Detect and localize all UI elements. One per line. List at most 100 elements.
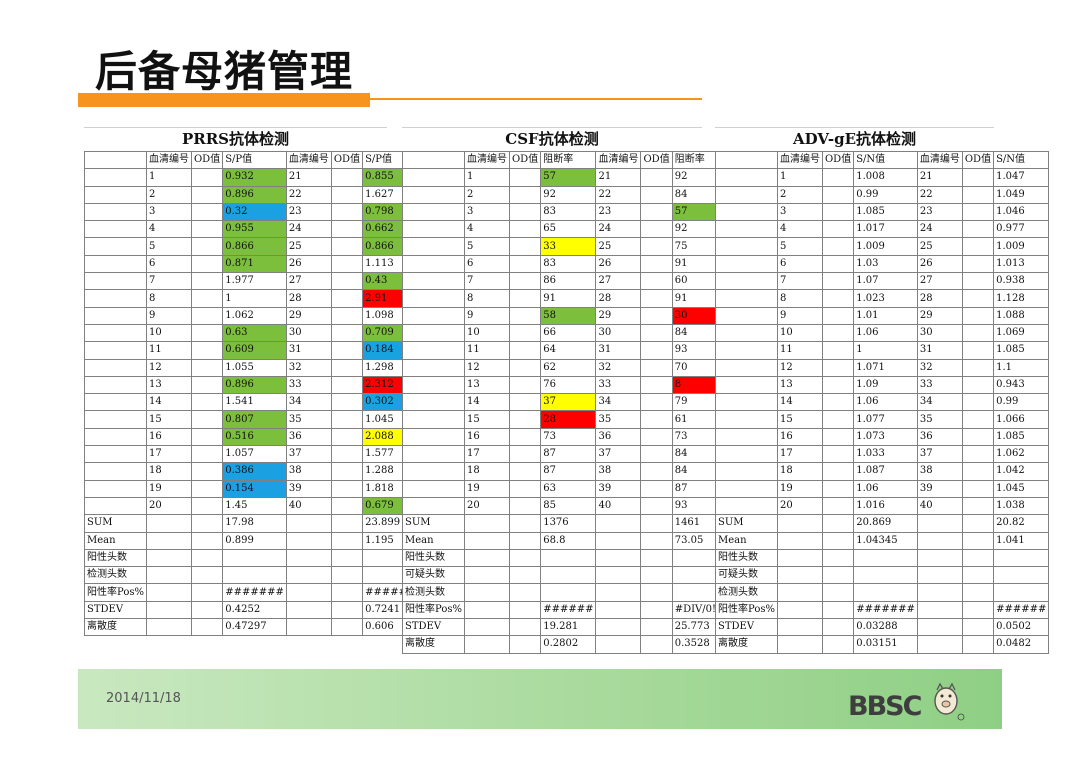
table-cell [285,618,332,637]
table-cell: 14 [145,393,192,412]
table-row: 17 1.057 37 1.577 [84,445,419,464]
data-table: 血清编号 OD值 阻断率 血清编号 OD值 阻断率 1 57 21 92 2 92 22 84 3 83 23 5… [402,150,720,654]
table-cell: 92 [540,185,597,204]
table-cell: 36 [916,427,963,447]
table-cell [330,445,364,464]
table-row: 16 1.073 36 1.085 [715,427,1050,447]
row-label-cell: 检测头数 [402,583,465,602]
table-cell: 11 [776,341,823,360]
table-cell [961,306,995,325]
table-cell [463,600,510,620]
table-cell: 73 [540,427,597,447]
table-cell: 0.32 [222,202,287,222]
table-cell: 20.869 [853,514,918,533]
column-header: 血清编号 [916,150,963,170]
table-row: 可疑头数 [402,566,720,585]
column-header: OD值 [961,150,995,170]
row-label-cell [402,237,465,256]
table-cell [776,514,823,533]
table-cell [640,427,673,447]
table-cell: 85 [540,496,597,516]
table-cell [330,566,364,585]
table-cell: 70 [671,358,720,377]
table-row: 10 0.63 30 0.709 [84,323,419,343]
row-label-cell [402,220,465,239]
table-cell: 92 [671,220,720,239]
logo-text: BBSC [848,691,922,722]
table-cell: 1.057 [222,445,287,464]
table-cell [145,618,192,637]
table-cell [508,168,542,187]
table-cell: 32 [285,358,332,377]
table-cell [508,289,542,308]
table-cell [821,254,855,274]
row-label-cell [402,168,465,187]
table-cell [595,600,642,620]
table-cell: 38 [285,462,332,481]
table-row: 7 1.977 27 0.43 [84,272,419,291]
table-cell [961,410,995,429]
table-cell [330,237,364,256]
table-cell: 23 [285,202,332,222]
table-cell: 15 [463,410,510,429]
table-cell: 1 [776,168,823,187]
table-cell [916,514,963,533]
table-cell [821,635,855,654]
row-label-cell: STDEV [402,618,465,637]
table-cell [961,202,995,222]
row-label-cell: 阳性头数 [84,548,147,568]
table-cell [330,583,364,602]
table-cell: 8 [776,289,823,308]
row-label-cell [402,341,465,360]
column-header: 血清编号 [463,150,510,170]
table-cell [190,548,224,568]
table-cell [190,237,224,256]
row-label-cell [84,427,147,447]
table-cell: 34 [285,393,332,412]
row-label-cell [84,445,147,464]
table-cell [190,393,224,412]
table-title: CSF抗体检测 [402,127,702,151]
table-cell: 28 [595,289,642,308]
table-row: 19 0.154 39 1.818 [84,479,419,498]
table-cell: 10 [463,323,510,343]
table-cell: 25 [285,237,332,256]
table-row: SUM 1376 1461 [402,514,720,533]
row-label-cell [402,462,465,481]
table-cell [916,531,963,550]
table-cell [190,566,224,585]
row-label-cell [715,272,778,291]
table-title: PRRS抗体检测 [84,127,387,151]
table-cell: 0.63 [222,323,287,343]
table-cell [508,254,542,274]
table-cell: 93 [671,496,720,516]
table-row: 4 0.955 24 0.662 [84,220,419,239]
column-header [402,150,465,170]
row-label-cell [402,375,465,395]
table-cell: 0.0502 [993,618,1050,637]
table-cell: 1.013 [993,254,1050,274]
table-cell: 84 [671,462,720,481]
table-cell: 32 [595,358,642,377]
table-cell [640,600,673,620]
column-header [715,150,778,170]
table-cell [508,531,542,550]
table-cell [961,341,995,360]
table-cell: 35 [916,410,963,429]
table-cell: 1 [222,289,287,308]
table-row: 10 66 30 84 [402,323,720,343]
table-cell [463,514,510,533]
table-cell: 12 [463,358,510,377]
table-row: 阳性头数 [715,548,1050,568]
table-cell [821,168,855,187]
table-cell: 13 [463,375,510,395]
row-label-cell [715,479,778,498]
table-cell [961,185,995,204]
row-label-cell [84,272,147,291]
table-cell [821,272,855,291]
table-cell: 1.046 [993,202,1050,222]
table-cell [821,220,855,239]
table-cell [961,272,995,291]
table-cell [640,583,673,602]
row-label-cell [84,341,147,360]
